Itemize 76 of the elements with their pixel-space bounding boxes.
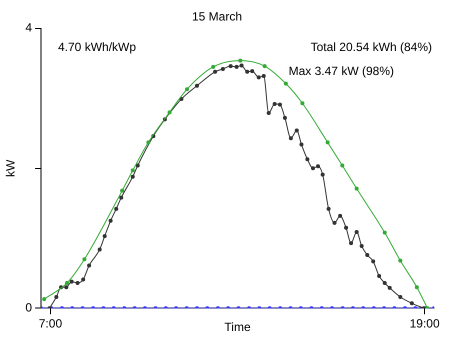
point [114, 206, 118, 211]
point [228, 64, 233, 68]
point [360, 244, 364, 248]
point [340, 164, 344, 168]
point [54, 295, 58, 300]
point [130, 174, 135, 179]
point [398, 295, 402, 300]
point [220, 66, 225, 71]
point [42, 297, 46, 302]
point [316, 164, 320, 168]
point [354, 186, 359, 191]
point [266, 111, 271, 116]
point [388, 286, 392, 290]
point [326, 206, 331, 211]
point [338, 214, 342, 218]
point [64, 281, 69, 286]
point [278, 102, 282, 107]
point [320, 172, 325, 177]
point [108, 218, 113, 223]
point [282, 116, 287, 120]
point [70, 280, 74, 284]
point [250, 69, 254, 74]
point [288, 136, 293, 140]
x-tick-label: 19:00 [410, 316, 440, 331]
point [82, 257, 86, 262]
annotation: 4.70 kWh/kWp [58, 40, 136, 54]
x-tick-label: 7:00 [38, 316, 62, 331]
point [299, 142, 304, 147]
point [256, 75, 261, 80]
point [168, 110, 172, 114]
point [211, 64, 216, 69]
annotation: Total 20.54 kWh (84%) [310, 40, 432, 54]
x-axis-title: Time [224, 320, 251, 334]
point [300, 101, 304, 106]
point [349, 241, 354, 246]
point [284, 82, 288, 86]
point [326, 140, 330, 144]
point [371, 259, 376, 264]
point [262, 64, 267, 68]
point [120, 188, 124, 193]
point [311, 166, 316, 170]
point [234, 64, 239, 69]
point [410, 301, 414, 306]
point [102, 234, 107, 238]
point [354, 230, 359, 234]
point [305, 157, 310, 162]
point [76, 281, 80, 286]
point [146, 140, 150, 144]
point [194, 84, 199, 88]
point [81, 278, 86, 282]
point [365, 253, 370, 258]
point [344, 226, 348, 230]
point [262, 74, 266, 78]
point [377, 274, 382, 278]
point [64, 285, 68, 290]
point [382, 281, 387, 286]
y-tick-label: 4 [25, 20, 32, 35]
point [332, 220, 337, 225]
chart-title: 15 March [192, 10, 242, 24]
point [87, 264, 92, 268]
point [272, 102, 277, 106]
point [98, 247, 102, 252]
point [398, 258, 402, 263]
point [238, 58, 242, 63]
point [119, 196, 124, 200]
annotation: Max 3.47 kW (98%) [288, 64, 394, 78]
point [382, 230, 387, 235]
point [294, 128, 299, 133]
point [185, 87, 190, 92]
point [213, 70, 218, 74]
y-axis-title: kW [4, 158, 18, 177]
point [130, 168, 135, 172]
point [245, 70, 250, 74]
y-tick-label: 0 [25, 300, 32, 315]
point [414, 285, 419, 290]
point [240, 63, 244, 68]
